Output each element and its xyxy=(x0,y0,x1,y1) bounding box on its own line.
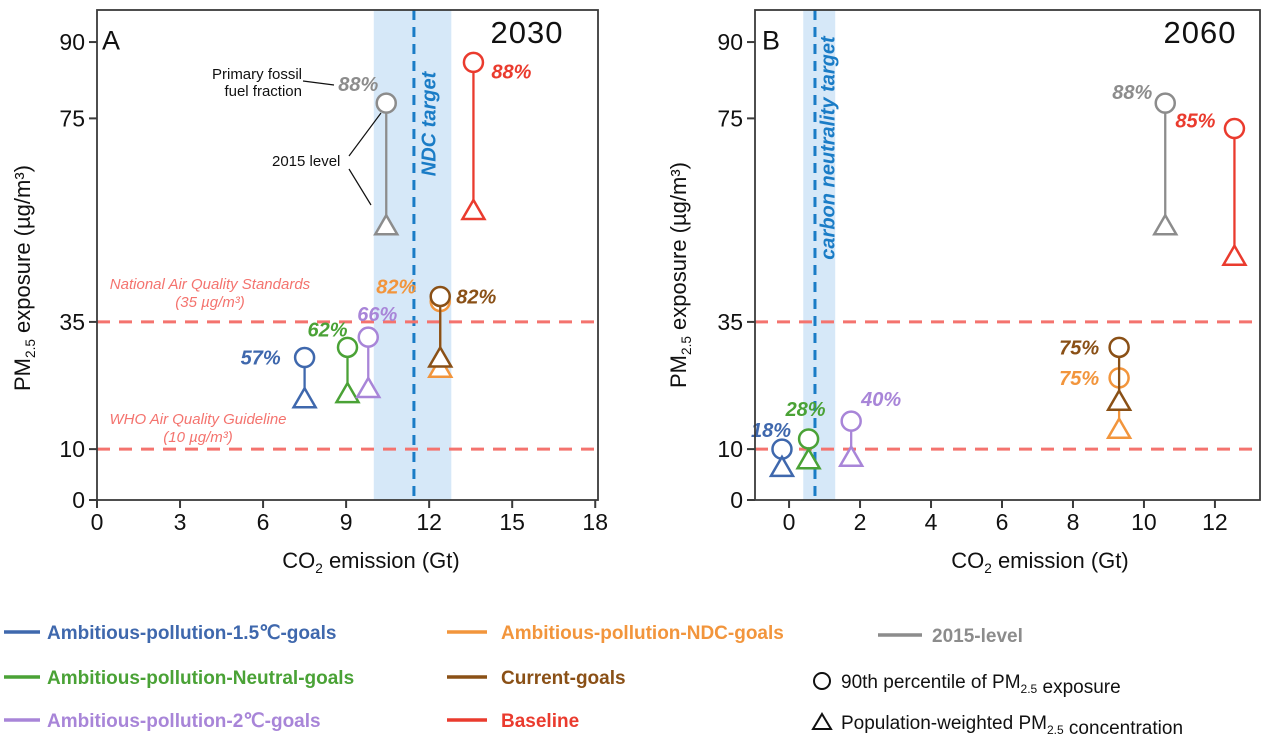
legend-triangle-glyph xyxy=(811,712,833,730)
series-pop-weighted-marker xyxy=(334,380,361,404)
legend-scenario-label: Ambitious-pollution-1.5℃-goals xyxy=(47,623,336,644)
x-tick-label: 15 xyxy=(499,509,525,535)
panel-b-y-axis-label: PM2.5 exposure (µg/m³) xyxy=(665,161,695,389)
x-tick-label: 10 xyxy=(1131,509,1157,535)
plot-border xyxy=(754,9,1261,501)
legend-scenario-label: Ambitious-pollution-Neutral-goals xyxy=(47,668,354,689)
x-tick-label: 0 xyxy=(91,509,104,535)
legend-scenario-label: 2015-level xyxy=(932,626,1023,647)
panel-a-y-axis-label: PM2.5 exposure (µg/m³) xyxy=(9,164,39,392)
fossil-fuel-fraction-label: 82% xyxy=(376,277,416,299)
fossil-fuel-fraction-label: 85% xyxy=(1175,111,1215,133)
fossil-fuel-fraction-label: 88% xyxy=(491,61,531,83)
y-tick-label: 10 xyxy=(59,436,85,462)
series-pop-weighted-marker xyxy=(460,197,487,221)
y-tick-label: 90 xyxy=(59,29,85,55)
series-90th-percentile-marker xyxy=(375,92,398,114)
fossil-fuel-fraction-label: 88% xyxy=(338,74,378,96)
fossil-fuel-fraction-label: 75% xyxy=(1059,337,1099,359)
y-tick-label: 10 xyxy=(717,436,743,462)
x-tick-label: 0 xyxy=(783,509,796,535)
series-pop-weighted-marker xyxy=(355,375,382,399)
series-pop-weighted-marker xyxy=(427,345,454,368)
y-tick-label: 75 xyxy=(717,105,743,131)
annotation-pointer-line xyxy=(302,80,335,86)
series-90th-percentile-marker xyxy=(357,326,380,348)
fossil-fuel-fraction-label: 40% xyxy=(860,389,901,411)
national-standard-label: National Air Quality Standards (35 µg/m³… xyxy=(109,276,311,311)
series-90th-percentile-marker xyxy=(1223,117,1246,140)
plot-border xyxy=(96,9,599,501)
fossil-fuel-fraction-label: 57% xyxy=(241,348,281,370)
series-pop-weighted-marker xyxy=(768,454,796,478)
carbon-neutrality-target-label: carbon neutrality target xyxy=(817,36,840,260)
who-guideline-label: WHO Air Quality Guideline (10 µg/m³) xyxy=(109,411,287,446)
series-90th-percentile-marker xyxy=(429,285,451,308)
panel-b-title: 2060 xyxy=(1163,15,1237,50)
fossil-fuel-fraction-label: 66% xyxy=(357,304,397,326)
series-pop-weighted-marker xyxy=(838,444,865,467)
x-tick-label: 3 xyxy=(174,509,187,535)
panel-b-letter: B xyxy=(761,25,781,56)
x-tick-label: 2 xyxy=(854,509,867,535)
series-pop-weighted-marker xyxy=(1221,243,1248,267)
series-90th-percentile-marker xyxy=(840,410,862,432)
series-pop-weighted-marker xyxy=(1152,212,1179,236)
series-90th-percentile-marker xyxy=(1154,92,1176,114)
fossil-fuel-fraction-label: 18% xyxy=(751,420,791,442)
x-tick-label: 4 xyxy=(925,509,938,535)
panel-a-x-axis-label: CO2 emission (Gt) xyxy=(282,547,460,577)
legend-marker-label: 90th percentile of PM2.5 exposure xyxy=(841,672,1121,698)
series-90th-percentile-marker xyxy=(1108,336,1130,359)
panel-b-x-axis-label: CO2 emission (Gt) xyxy=(951,547,1129,577)
x-tick-label: 9 xyxy=(340,509,353,535)
annotation-pointer-line xyxy=(348,168,372,206)
y-tick-label: 0 xyxy=(72,487,85,513)
legend-scenario-label: Current-goals xyxy=(501,668,626,689)
y-tick-label: 35 xyxy=(717,309,743,335)
series-pop-weighted-marker xyxy=(1105,388,1133,412)
legend-scenario-label: Ambitious-pollution-2℃-goals xyxy=(47,711,321,732)
ndc-target-label: NDC target xyxy=(418,71,441,177)
fossil-fuel-fraction-label: 75% xyxy=(1059,368,1099,390)
fossil-fuel-fraction-label: 28% xyxy=(785,399,826,421)
fossil-fuel-fraction-label: 82% xyxy=(456,286,496,308)
panel-a-title: 2030 xyxy=(490,15,564,50)
series-pop-weighted-marker xyxy=(291,385,318,409)
x-tick-label: 18 xyxy=(582,509,608,535)
series-pop-weighted-marker xyxy=(1105,416,1133,440)
target-band xyxy=(803,10,836,500)
x-tick-label: 6 xyxy=(996,509,1009,535)
panel-a-letter: A xyxy=(101,25,121,56)
fossil-fuel-fraction-label: 62% xyxy=(307,319,347,341)
primary-fossil-annotation: Primary fossil fuel fraction xyxy=(211,66,302,100)
legend-scenario-label: Ambitious-pollution-NDC-goals xyxy=(501,623,784,644)
series-90th-percentile-marker xyxy=(336,336,359,359)
series-pop-weighted-marker xyxy=(795,446,822,470)
x-tick-label: 12 xyxy=(416,509,442,535)
y-tick-label: 35 xyxy=(59,309,85,335)
series-90th-percentile-marker xyxy=(293,346,316,369)
series-pop-weighted-marker xyxy=(373,212,400,236)
annotation-pointer-line xyxy=(348,112,382,157)
legend-scenario-label: Baseline xyxy=(501,711,579,732)
x-tick-label: 6 xyxy=(257,509,270,535)
legend-circle-glyph xyxy=(813,672,831,690)
legend-marker-label: Population-weighted PM2.5 concentration xyxy=(841,713,1183,739)
x-tick-label: 12 xyxy=(1202,509,1228,535)
x-tick-label: 8 xyxy=(1067,509,1080,535)
fossil-fuel-fraction-label: 88% xyxy=(1112,82,1152,104)
y-tick-label: 90 xyxy=(717,29,743,55)
series-90th-percentile-marker xyxy=(797,428,820,450)
y-tick-label: 75 xyxy=(59,105,85,131)
y-tick-label: 0 xyxy=(730,487,743,513)
series-90th-percentile-marker xyxy=(462,51,485,74)
2015-level-annotation: 2015 level xyxy=(272,153,341,170)
